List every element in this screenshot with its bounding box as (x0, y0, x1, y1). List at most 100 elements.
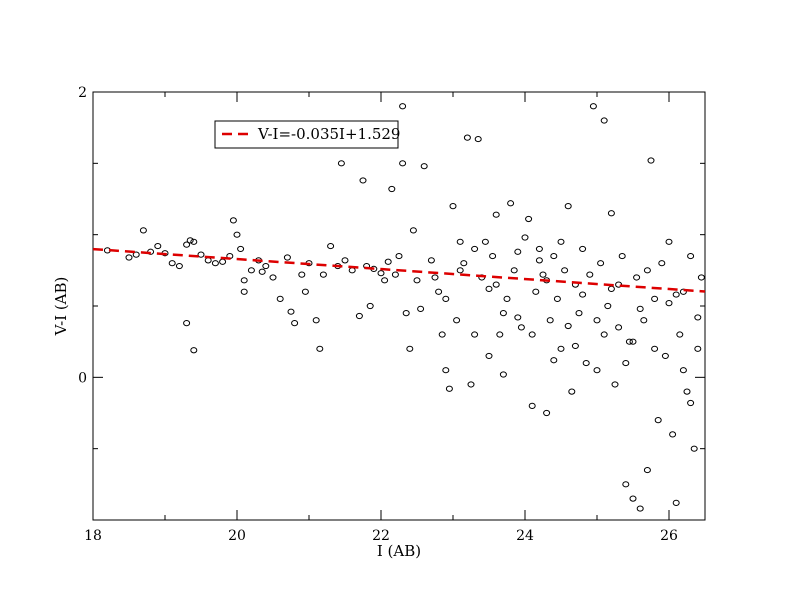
data-point (618, 252, 626, 260)
data-point (312, 317, 320, 324)
data-point (391, 271, 399, 278)
data-point (672, 499, 680, 506)
data-point (481, 238, 489, 245)
data-point (211, 260, 219, 267)
axis-ticks: 18 20 22 24 26 0 2 (78, 85, 705, 544)
data-point (366, 302, 374, 310)
fit-line (92, 247, 706, 293)
data-point (665, 238, 673, 245)
data-point (485, 285, 493, 292)
data-point (564, 203, 572, 210)
data-point (600, 331, 608, 338)
data-point (607, 210, 615, 217)
data-point (291, 320, 299, 327)
data-point (298, 271, 306, 278)
data-point (381, 277, 389, 284)
data-point (525, 215, 533, 223)
data-point (550, 252, 558, 260)
data-point (417, 305, 425, 312)
data-point (319, 271, 327, 278)
data-point (604, 302, 612, 310)
data-point (679, 367, 687, 374)
data-point (420, 163, 428, 170)
data-point (557, 345, 565, 352)
data-point (348, 267, 356, 274)
data-point (337, 160, 345, 167)
data-point (456, 238, 464, 245)
data-point (550, 357, 558, 364)
data-point (247, 267, 255, 274)
data-point (517, 324, 525, 331)
data-point (561, 267, 569, 274)
data-point (622, 359, 630, 367)
data-point (460, 260, 468, 267)
data-point (395, 252, 403, 260)
data-point (629, 495, 637, 502)
data-point (503, 295, 511, 302)
x-tick-label: 22 (372, 528, 390, 544)
data-point (388, 185, 396, 193)
data-point (669, 431, 677, 438)
data-point (431, 274, 439, 281)
data-point (679, 288, 687, 295)
data-point (661, 352, 669, 360)
data-point (528, 331, 536, 338)
data-point (651, 345, 659, 352)
data-point (399, 103, 407, 110)
data-point (672, 291, 680, 298)
data-point (492, 211, 500, 218)
data-point (154, 242, 162, 250)
data-point (442, 295, 450, 302)
data-point (690, 445, 698, 452)
legend-label: V-I=-0.035I+1.529 (257, 125, 400, 143)
data-point (341, 257, 349, 264)
data-point (474, 135, 482, 143)
data-point (510, 267, 518, 274)
data-point (445, 385, 453, 392)
data-point (640, 317, 648, 324)
data-point (651, 295, 659, 302)
data-point (197, 251, 205, 258)
data-point (237, 245, 245, 253)
data-point (377, 270, 385, 277)
data-point (625, 338, 633, 345)
data-point (658, 260, 666, 267)
data-point (183, 320, 191, 327)
data-point (438, 331, 446, 338)
data-point (168, 260, 176, 267)
data-point (499, 371, 507, 378)
data-point (453, 317, 461, 324)
data-point (471, 245, 479, 253)
data-point (384, 258, 392, 265)
data-point (283, 254, 291, 261)
y-tick-label: 0 (78, 370, 87, 386)
data-point (186, 237, 194, 244)
x-tick-label: 18 (84, 528, 102, 544)
data-point (301, 288, 309, 295)
data-point (413, 277, 421, 284)
data-points (103, 103, 705, 512)
data-point (546, 317, 554, 324)
data-point (132, 251, 140, 258)
data-point (676, 331, 684, 338)
data-point (409, 227, 417, 234)
data-point (287, 308, 295, 315)
data-point (240, 288, 248, 295)
data-point (507, 200, 515, 207)
data-point (125, 254, 133, 261)
data-point (489, 252, 497, 260)
data-point (571, 342, 579, 350)
data-point (568, 388, 576, 395)
data-point (240, 277, 248, 284)
data-point (355, 312, 363, 320)
data-point (636, 505, 644, 512)
data-point (219, 258, 227, 265)
data-point (586, 271, 594, 278)
data-point (654, 417, 662, 424)
data-point (456, 267, 464, 274)
x-tick-label: 24 (516, 528, 534, 544)
data-point (463, 134, 471, 141)
data-point (575, 310, 583, 317)
data-point (139, 227, 147, 234)
